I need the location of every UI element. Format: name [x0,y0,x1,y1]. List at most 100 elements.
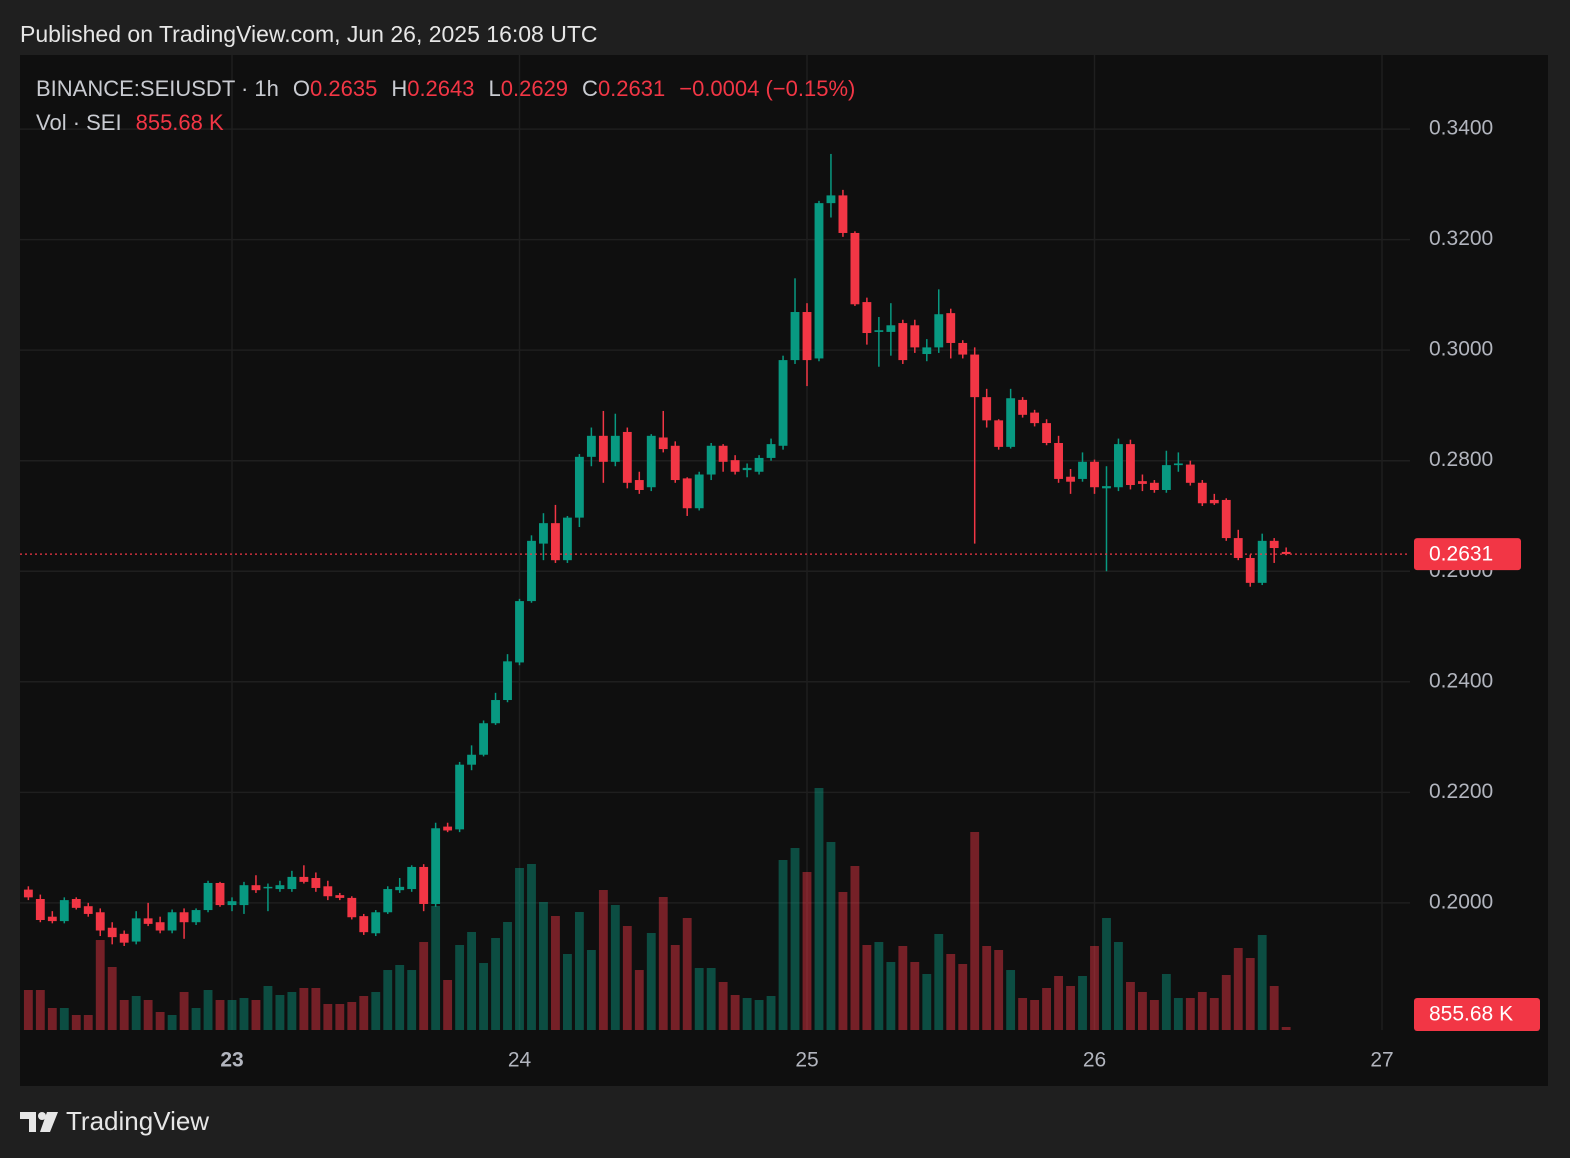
candle-body [946,313,956,343]
volume-bar [814,788,824,1030]
candle-body [287,876,297,890]
volume-bar [215,1000,225,1030]
volume-bar [539,902,548,1030]
candle-body [155,922,165,931]
x-tick-label: 23 [220,1049,243,1072]
volume-legend: Vol · SEI 855.68 K [36,110,224,135]
candle-body [371,912,381,934]
candle-body [1126,444,1135,486]
volume-bar [383,970,393,1030]
volume-bar [1221,975,1231,1030]
volume-bar [479,963,488,1030]
published-note: Published on TradingView.com, Jun 26, 20… [20,21,598,47]
volume-bar [634,970,644,1030]
volume-bar [1281,1027,1291,1030]
volume-bar [467,932,476,1030]
candle-body [83,906,93,914]
volume-bar [598,890,608,1030]
x-tick-label: 26 [1083,1049,1106,1072]
volume-bar [311,988,321,1030]
candle-body [467,754,476,765]
logo-shape [40,1112,58,1132]
candle-body [95,912,105,931]
y-tick-label: 0.2000 [1429,890,1493,913]
volume-bar [826,842,836,1030]
volume-bar [359,996,369,1030]
candle-body [910,325,920,348]
candle-body [958,342,968,355]
volume-bar [718,982,728,1030]
candle-body [1209,499,1219,504]
ohlc-legend: BINANCE:SEIUSDT · 1h O0.2635 H0.2643 L0.262… [36,76,855,101]
y-tick-label: 0.2400 [1429,669,1493,692]
volume-bar [23,989,33,1030]
candle-body [1042,423,1051,444]
candle-body [455,764,465,830]
candle-body [634,480,644,490]
candle-body [479,723,488,755]
candle-body [47,916,57,922]
candle-body [35,899,45,921]
ohlc-letter: C [582,76,598,101]
candle-body [850,232,860,305]
candle-body [23,889,33,898]
ohlc-value: 0.2631 [598,76,665,101]
candle-body [71,899,81,908]
symbol: BINANCE:SEIUSDT · 1h [36,76,279,101]
legend: BINANCE:SEIUSDT · 1h O0.2635 H0.2643 L0.262… [36,76,855,135]
candle-body [862,302,872,334]
ohlc-value: 0.2629 [501,76,568,101]
candle-layer [23,153,1291,946]
axes-layer: 0.20000.22000.24000.26000.28000.30000.32… [20,117,1540,1072]
volume-bar [1126,982,1135,1030]
grid [20,55,1410,1030]
logo-dot [38,1112,46,1120]
candle-body [563,517,572,561]
candle-body [754,457,764,472]
volume-bar [682,918,692,1030]
volume-bar [1090,946,1099,1030]
volume-bar [850,866,860,1030]
candle-body [874,330,884,332]
candle-body [778,360,788,446]
candle-body [1233,538,1243,558]
volume-bar [431,906,441,1030]
candle-body [359,916,369,933]
candle-body [1078,461,1087,479]
candle-body [59,900,69,922]
volume-bar [694,968,704,1030]
volume-bar [167,1015,177,1030]
volume-bar [239,998,249,1030]
volume-bar [1054,976,1063,1030]
candle-body [383,889,393,913]
candle-body [503,661,512,701]
volume-bar [658,897,668,1030]
candle-body [215,882,225,906]
brand-logo: TradingView [20,1106,209,1136]
volume-bar [574,912,584,1030]
candle-body [934,314,944,348]
volume-bar [443,980,453,1030]
volume-bar [71,1015,81,1030]
candle-body [443,826,453,831]
candle-body [1245,557,1255,583]
candle-body [682,478,692,509]
ohlc-value: 0.2643 [407,76,474,101]
candle-body [347,897,357,918]
ohlc-letter: H [391,76,407,101]
candle-body [826,195,836,204]
volume-bar [275,995,285,1030]
volume-bar [491,938,500,1030]
volume-bar [263,986,273,1030]
volume-bar [958,964,968,1030]
volume-bar [527,864,536,1030]
volume-bar [347,1002,357,1030]
volume-bar [155,1011,165,1030]
candle-body [251,885,261,891]
volume-bar [1233,948,1243,1030]
candle-body [323,886,333,897]
candle-body [1221,499,1231,539]
candle-body [574,456,584,518]
candle-body [610,435,620,462]
volume-bar [323,1004,333,1030]
